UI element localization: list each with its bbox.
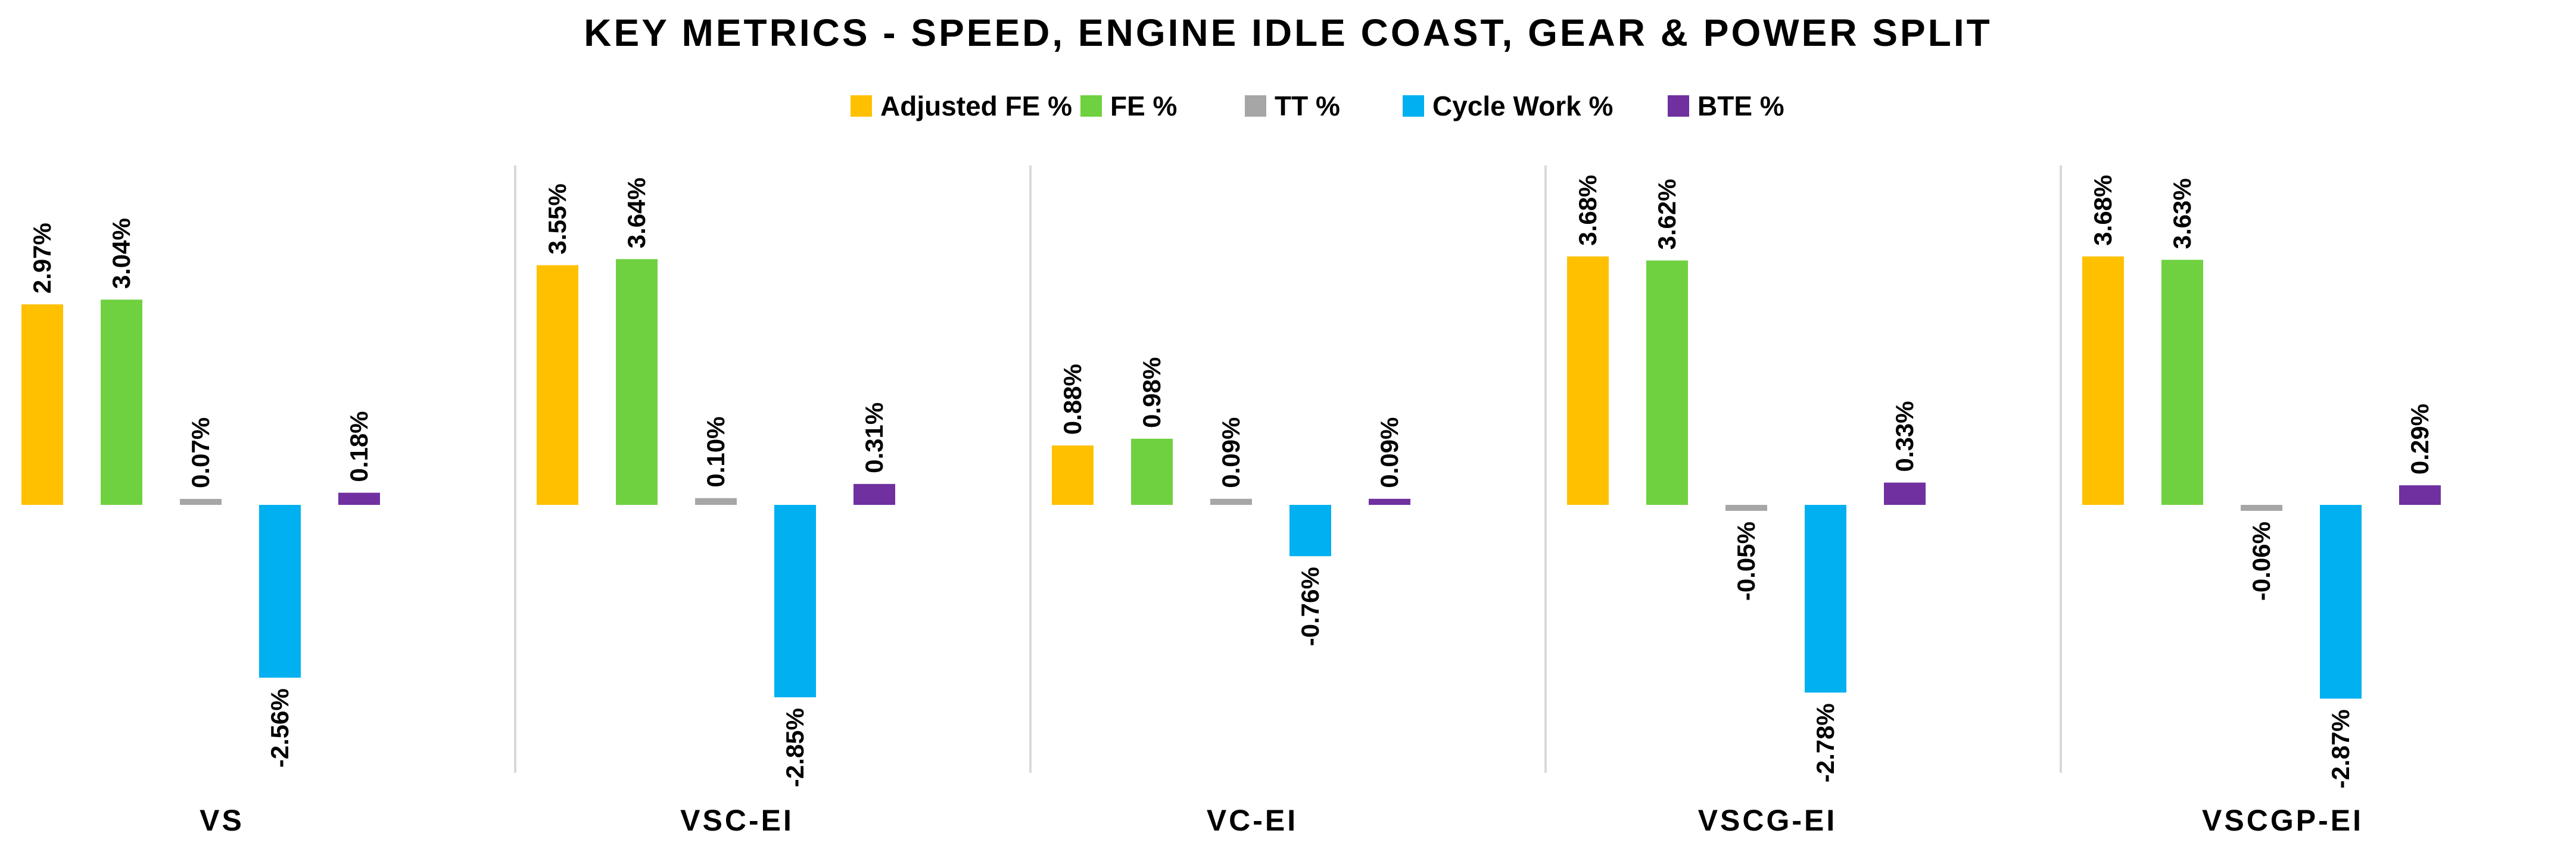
data-label: 0.29% bbox=[2406, 404, 2434, 475]
data-label: 0.07% bbox=[186, 417, 214, 488]
legend-swatch bbox=[1403, 95, 1424, 117]
bar bbox=[2320, 505, 2362, 699]
group-separators bbox=[514, 166, 2062, 773]
bar bbox=[2082, 256, 2124, 505]
bar bbox=[537, 265, 578, 505]
data-label: 3.64% bbox=[622, 177, 650, 248]
bar bbox=[21, 304, 63, 505]
data-label: 3.63% bbox=[2168, 178, 2196, 249]
data-label: 3.68% bbox=[2089, 175, 2117, 246]
legend-swatch bbox=[1668, 95, 1689, 117]
bar bbox=[1646, 260, 1688, 505]
legend-label: FE % bbox=[1110, 90, 1177, 121]
bar-labels: 2.97% 3.04% 0.07% -2.56% 0.18% 3.55% 3.64% 0.10… bbox=[28, 175, 2434, 789]
data-label: 0.88% bbox=[1058, 364, 1086, 435]
data-label: 0.31% bbox=[860, 402, 888, 473]
bar bbox=[259, 505, 301, 678]
legend-item: BTE % bbox=[1668, 90, 1784, 121]
data-label: -0.06% bbox=[2247, 522, 2275, 601]
data-label: 3.62% bbox=[1653, 179, 1681, 249]
bar bbox=[1210, 498, 1252, 505]
data-label: -2.56% bbox=[266, 688, 294, 767]
data-label: 3.68% bbox=[1574, 175, 1602, 246]
legend-label: TT % bbox=[1275, 90, 1340, 121]
data-label: -0.05% bbox=[1732, 522, 1760, 601]
category-label: VSCG-EI bbox=[1698, 804, 1837, 837]
legend-item: TT % bbox=[1245, 90, 1340, 121]
data-label: 0.98% bbox=[1138, 357, 1166, 428]
legend-item: Adjusted FE % bbox=[851, 90, 1072, 121]
bar bbox=[2161, 260, 2203, 505]
bar bbox=[774, 505, 816, 698]
category-label: VSC-EI bbox=[680, 804, 794, 837]
data-label: 0.33% bbox=[1890, 401, 1918, 472]
bar bbox=[2399, 485, 2441, 505]
bar bbox=[101, 299, 142, 505]
data-label: -2.87% bbox=[2326, 709, 2354, 788]
bar bbox=[1289, 505, 1331, 557]
legend-swatch bbox=[1080, 95, 1102, 117]
legend-swatch bbox=[1245, 95, 1266, 117]
legend-label: Adjusted FE % bbox=[880, 90, 1072, 121]
bar bbox=[1567, 256, 1609, 505]
legend-item: Cycle Work % bbox=[1403, 90, 1613, 121]
category-label: VC-EI bbox=[1207, 804, 1298, 837]
bar bbox=[1884, 482, 1926, 505]
data-label: -2.85% bbox=[781, 708, 809, 787]
bar bbox=[338, 492, 380, 505]
data-label: 0.09% bbox=[1375, 417, 1403, 488]
bars bbox=[21, 256, 2441, 699]
data-label: 0.10% bbox=[702, 417, 730, 488]
bar bbox=[180, 499, 222, 505]
group-labels: VS VSC-EI VC-EI VSCG-EI VSCGP-EI bbox=[200, 804, 2363, 837]
category-label: VSCGP-EI bbox=[2202, 804, 2363, 837]
bar bbox=[1131, 438, 1173, 505]
legend-swatch bbox=[851, 95, 872, 117]
data-label: 2.97% bbox=[28, 223, 56, 294]
bar bbox=[854, 483, 895, 505]
legend-label: BTE % bbox=[1697, 90, 1784, 121]
legend-label: Cycle Work % bbox=[1432, 90, 1613, 121]
legend: Adjusted FE % FE % TT % Cycle Work % BTE % bbox=[851, 90, 1784, 121]
data-label: 3.04% bbox=[107, 218, 135, 289]
bar bbox=[1369, 498, 1410, 505]
bar bbox=[616, 259, 658, 505]
bar bbox=[1805, 505, 1846, 693]
data-label: -2.78% bbox=[1811, 703, 1839, 782]
bar bbox=[695, 498, 737, 505]
bar bbox=[1725, 505, 1767, 511]
bar bbox=[2241, 505, 2282, 511]
chart-title: KEY METRICS - SPEED, ENGINE IDLE COAST, … bbox=[584, 11, 1992, 54]
legend-item: FE % bbox=[1080, 90, 1177, 121]
data-label: -0.76% bbox=[1296, 567, 1324, 646]
bar bbox=[1052, 445, 1094, 505]
data-label: 0.09% bbox=[1217, 417, 1245, 488]
data-label: 0.18% bbox=[345, 411, 373, 482]
data-label: 3.55% bbox=[543, 183, 571, 254]
category-label: VS bbox=[200, 804, 244, 837]
